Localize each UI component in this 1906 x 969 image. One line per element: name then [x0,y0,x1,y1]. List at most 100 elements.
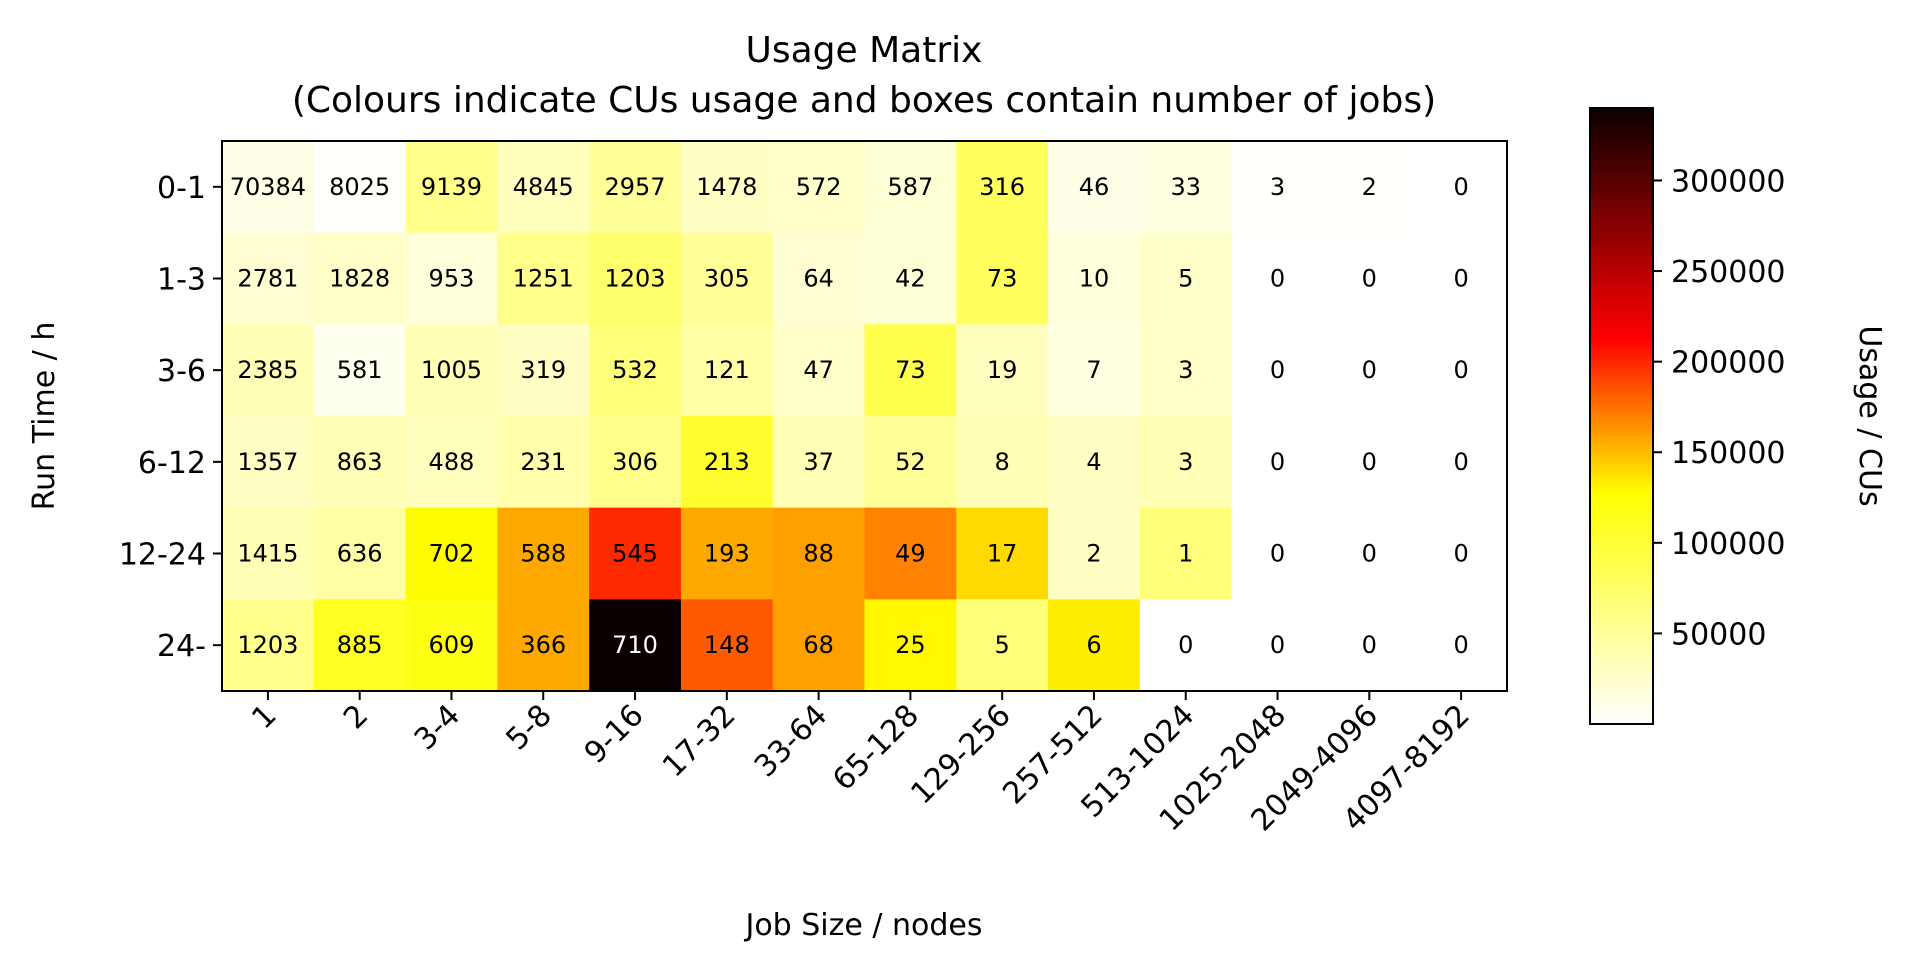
heatmap-cell [772,324,865,417]
heatmap-cell [1415,416,1508,509]
cell-label: 710 [612,631,658,659]
cell-label: 42 [895,265,926,293]
heatmap-cell [589,507,682,600]
heatmap-cell [313,324,407,417]
heatmap-cell [313,507,407,600]
heatmap-cell [405,507,498,600]
chart-subtitle: (Colours indicate CUs usage and boxes co… [292,80,1436,121]
y-axis-ticks: 0-1 1-3 3-6 6-12 12-24 24- [119,171,222,664]
heatmap-cell [772,232,865,325]
heatmap-cell [680,324,774,417]
heatmap-cell [1048,507,1141,600]
y-tick-label: 1-3 [157,263,206,298]
heatmap-cell [222,416,315,509]
cell-label: 572 [796,173,842,201]
heatmap-cell [497,507,590,600]
heatmap-cell [1139,232,1233,325]
heatmap-cell [313,232,407,325]
y-tick-label: 24- [157,629,206,664]
heatmap-cell [956,232,1049,325]
heatmap-cell [864,324,957,417]
heatmap-cell [1139,599,1233,692]
colorbar-tick-label: 50000 [1671,617,1766,652]
heatmap-cell [1231,416,1324,509]
cell-label: 305 [704,265,750,293]
heatmap-cell [589,324,682,417]
cell-label: 148 [704,631,750,659]
y-tick-label: 0-1 [157,171,206,206]
heatmap-cell [1048,416,1141,509]
heatmap-cell [1231,141,1324,234]
heatmap-cell [1231,599,1324,692]
cell-label: 0 [1453,540,1468,568]
colorbar-ticks: 50000 100000 150000 200000 250000 300000 [1653,164,1786,652]
heatmap-cell [405,416,498,509]
cell-label: 3 [1178,356,1193,384]
heatmap-cells: 70384 8025 9139 4845 2957 1478 572 587 316 46 33 3 2… [222,141,1508,692]
cell-label: 4845 [513,173,574,201]
x-tick-label: 9-16 [578,698,651,771]
heatmap-cell [1231,324,1324,417]
heatmap-cell [772,416,865,509]
cell-label: 1203 [604,265,665,293]
cell-label: 863 [337,448,383,476]
heatmap-cell [864,416,957,509]
heatmap-cell [680,232,774,325]
cell-label: 2957 [604,173,665,201]
heatmap-cell [772,599,865,692]
colorbar-tick-label: 150000 [1671,436,1786,471]
cell-label: 702 [429,540,475,568]
cell-label: 0 [1362,631,1377,659]
heatmap-cell [772,507,865,600]
heatmap-cell [1415,141,1508,234]
heatmap-cell [956,141,1049,234]
heatmap-cell [1231,232,1324,325]
cell-label: 588 [520,540,566,568]
heatmap-cell [1048,141,1141,234]
heatmap-cell [1048,324,1141,417]
colorbar [1589,107,1654,725]
heatmap-cell [497,599,590,692]
cell-label: 1828 [329,265,390,293]
cell-label: 33 [1170,173,1201,201]
heatmap-cell [222,141,315,234]
cell-label: 609 [429,631,475,659]
heatmap-cell [1323,232,1416,325]
x-tick-label: 2 [337,698,375,736]
heatmap-cell [589,232,682,325]
cell-label: 0 [1453,356,1468,384]
heatmap-cell [680,416,774,509]
heatmap-cell [680,599,774,692]
cell-label: 0 [1270,356,1285,384]
heatmap-cell [1323,324,1416,417]
y-tick-label: 12-24 [119,538,206,573]
x-tick-label: 17-32 [656,698,742,784]
cell-label: 70384 [230,173,306,201]
cell-label: 10 [1079,265,1110,293]
colorbar-tick-label: 250000 [1671,255,1786,290]
cell-label: 2385 [237,356,298,384]
cell-label: 46 [1079,173,1110,201]
cell-label: 73 [987,265,1018,293]
plot-frame [221,140,1508,692]
cell-label: 0 [1362,540,1377,568]
heatmap-cell [1231,507,1324,600]
cell-label: 49 [895,540,926,568]
heatmap-cell [589,599,682,692]
cell-label: 0 [1362,265,1377,293]
cell-label: 121 [704,356,750,384]
cell-label: 1357 [237,448,298,476]
cell-label: 7 [1086,356,1101,384]
cell-label: 37 [803,448,834,476]
heatmap-cell [864,141,957,234]
heatmap-cell [1415,324,1508,417]
y-axis-label: Run Time / h [27,322,62,511]
heatmap-cell [956,599,1049,692]
heatmap-cell [405,599,498,692]
cell-label: 0 [1453,173,1468,201]
heatmap-cell [222,324,315,417]
colorbar-tick-label: 200000 [1671,346,1786,381]
heatmap-cell [1323,416,1416,509]
cell-label: 0 [1270,540,1285,568]
